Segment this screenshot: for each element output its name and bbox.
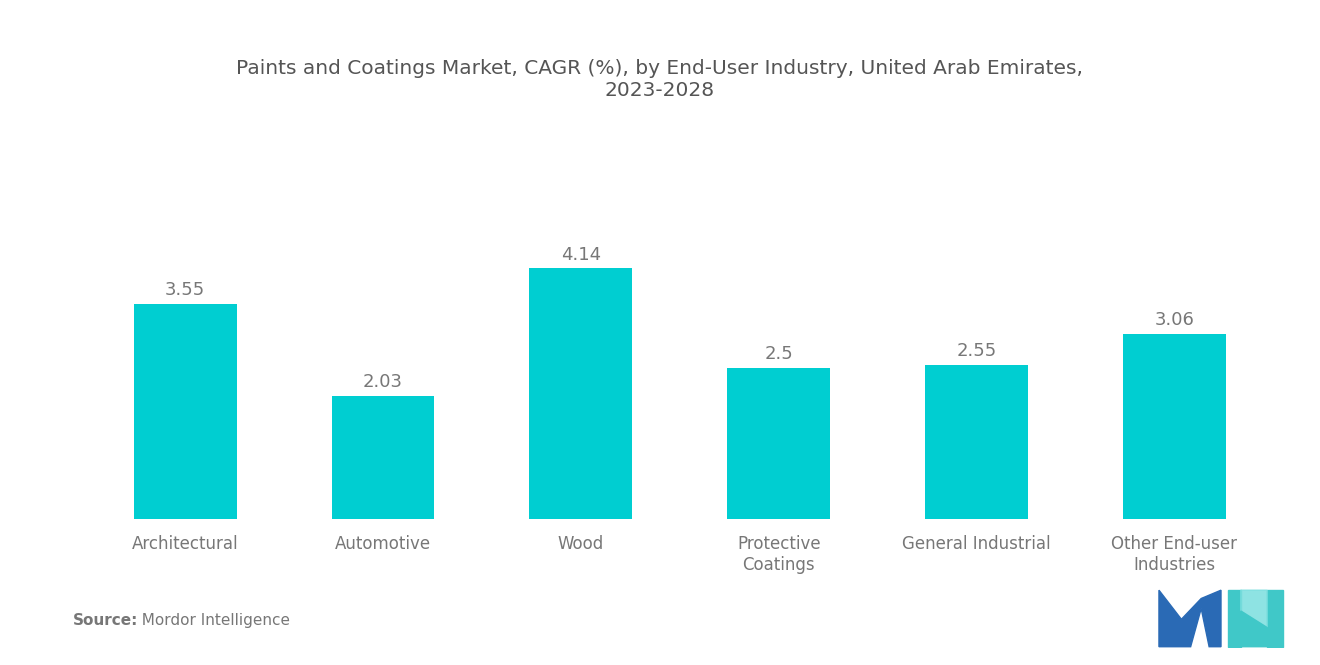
Text: Source:: Source: [73,613,139,628]
Polygon shape [1241,591,1267,628]
Text: 3.55: 3.55 [165,281,206,299]
Text: 2.5: 2.5 [764,344,793,362]
Bar [331,396,434,519]
Text: Mordor Intelligence: Mordor Intelligence [132,613,290,628]
Text: 4.14: 4.14 [561,245,601,263]
Text: 2.03: 2.03 [363,373,403,391]
Text: Paints and Coatings Market, CAGR (%), by End-User Industry, United Arab Emirates: Paints and Coatings Market, CAGR (%), by… [236,59,1084,100]
Polygon shape [1159,591,1221,646]
Text: 3.06: 3.06 [1155,311,1195,329]
Polygon shape [1241,611,1267,646]
Bar [529,269,632,519]
Polygon shape [1267,591,1283,646]
Bar [1123,334,1226,519]
Bar [133,304,236,519]
Polygon shape [1228,591,1241,646]
Bar [727,368,830,519]
Text: 2.55: 2.55 [957,342,997,360]
Bar [925,364,1028,519]
